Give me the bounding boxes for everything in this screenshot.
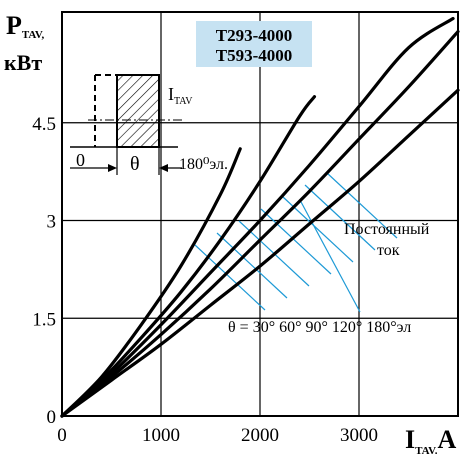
blue-line-3 (260, 208, 332, 275)
y-tick-label-2: 3 (47, 212, 57, 233)
x-tick-labels: 0 1000 2000 3000 (57, 425, 378, 446)
title-line-1: T293-4000 (216, 26, 293, 45)
blue-line-5 (304, 184, 376, 251)
curve-series-2 (60, 16, 455, 418)
dc-label-line-1: Постоянный (344, 221, 430, 238)
y-axis-label: PTAV, (6, 11, 44, 41)
curve-series-4 (60, 88, 460, 418)
blue-line-0 (194, 244, 266, 311)
x-axis-label: ITAV.A (405, 425, 456, 457)
y-axis-unit: кВт (4, 50, 42, 75)
blue-guide-lines (194, 172, 398, 313)
inset-current-pulse (116, 74, 160, 148)
curve-series-1 (60, 95, 317, 418)
x-tick-label-1: 1000 (142, 425, 180, 446)
inset-arrowhead-right (159, 164, 168, 172)
inset-arrowhead-left (108, 164, 117, 172)
theta-label: θ = 30° 60° 90° 120° 180°эл (228, 319, 411, 336)
blue-line-1 (216, 232, 288, 299)
y-tick-label-0: 0 (47, 407, 57, 428)
curve-series-0 (60, 147, 242, 418)
dc-label-line-2: ток (377, 242, 400, 259)
y-tick-label-1: 1.5 (32, 309, 56, 330)
plot-frame (61, 11, 459, 417)
y-tick-label-3: 4.5 (32, 114, 56, 135)
title-line-2: T593-4000 (216, 46, 293, 65)
inset-theta-label: θ (130, 153, 140, 175)
inset-current-label: ITAV (168, 84, 193, 107)
x-tick-label-0: 0 (57, 425, 67, 446)
inset-zero-label: 0 (76, 150, 85, 170)
blue-line-dc (299, 199, 361, 313)
title-box (196, 21, 312, 67)
conduction-angle-inset: 0 θ 180⁰эл. ITAV (70, 74, 228, 175)
blue-line-6 (326, 172, 398, 239)
curve-series-3 (60, 29, 460, 418)
grid (62, 12, 458, 416)
curves (60, 16, 460, 418)
x-tick-label-3: 3000 (340, 425, 378, 446)
x-tick-label-2: 2000 (241, 425, 279, 446)
y-tick-labels: 0 1.5 3 4.5 (32, 114, 56, 428)
inset-end-label: 180⁰эл. (179, 156, 228, 173)
